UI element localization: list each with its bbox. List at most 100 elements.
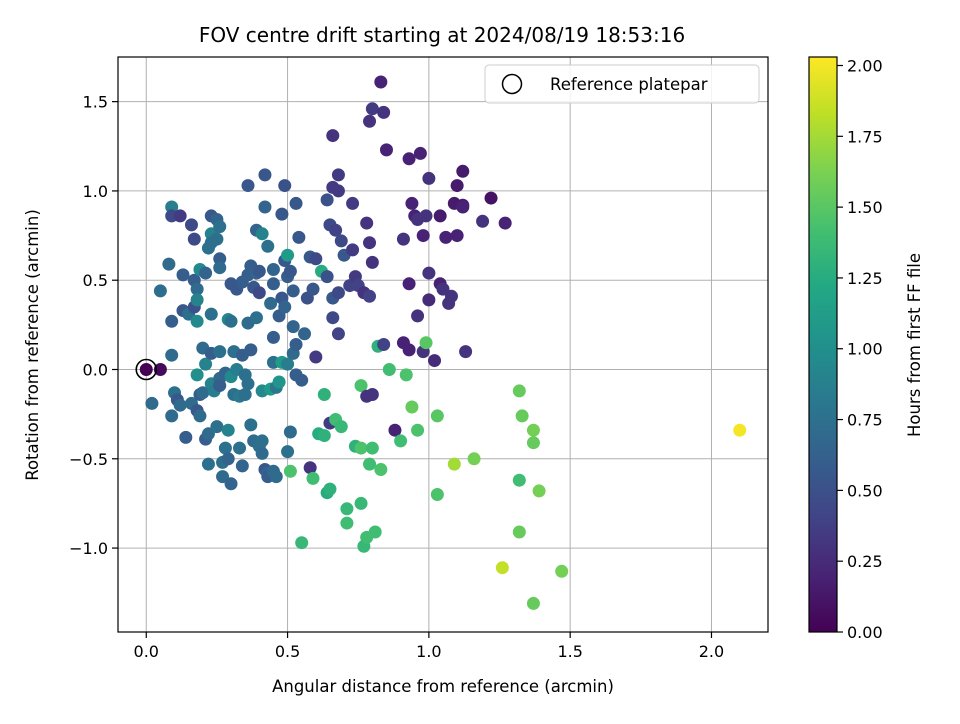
data-point [238, 388, 252, 401]
data-point [289, 196, 303, 210]
data-point [153, 284, 167, 298]
data-point [436, 282, 450, 296]
data-point [512, 473, 526, 487]
data-point [266, 263, 280, 276]
data-point [433, 209, 447, 223]
data-point [428, 354, 442, 368]
data-point [213, 261, 227, 275]
data-point [162, 257, 176, 271]
legend-reference-icon [501, 73, 523, 95]
data-point [201, 457, 215, 471]
data-point [346, 196, 360, 210]
data-point [459, 345, 473, 359]
colorbar: 0.00 0.25 0.50 0.75 1.00 1.25 1.50 1.75 2.00 Hou… [808, 56, 924, 642]
colorbar-tick-label: 0.75 [847, 411, 883, 430]
data-point [216, 470, 230, 484]
data-point [241, 377, 255, 391]
data-point [399, 368, 413, 382]
data-point [334, 234, 348, 248]
data-point [272, 375, 286, 389]
data-point [456, 164, 470, 178]
y-tick-label: −1.0 [69, 539, 108, 558]
data-point [405, 400, 419, 414]
data-point [374, 75, 388, 89]
data-point [411, 309, 425, 323]
data-points [139, 75, 747, 610]
legend-box [484, 64, 760, 104]
data-point [320, 270, 334, 284]
x-tick-label: 2.0 [699, 642, 724, 661]
data-point [199, 357, 213, 371]
data-point [411, 423, 425, 437]
data-point [210, 232, 224, 246]
data-point [526, 596, 540, 610]
data-point [281, 445, 295, 459]
data-point [165, 314, 179, 328]
data-point [512, 384, 526, 398]
data-point [402, 277, 416, 291]
data-point [456, 200, 470, 214]
data-point [261, 239, 275, 253]
data-point [244, 418, 258, 432]
data-point [365, 102, 379, 116]
data-point [275, 207, 289, 221]
data-point [422, 293, 436, 307]
reference-marker [135, 358, 158, 381]
data-point [379, 143, 393, 157]
data-point [165, 348, 179, 362]
data-point [173, 209, 187, 223]
chart-title: FOV centre drift starting at 2024/08/19 … [199, 23, 685, 47]
x-tick-label: 0.5 [275, 642, 300, 661]
data-point [165, 409, 179, 423]
data-point [526, 436, 540, 450]
data-point [422, 266, 436, 280]
colorbar-tick-label: 1.75 [847, 127, 883, 146]
data-point [476, 214, 490, 228]
colorbar-tick-label: 0.00 [847, 623, 883, 642]
colorbar-tick-label: 0.25 [847, 552, 883, 571]
data-point [331, 286, 345, 300]
colorbar-gradient [808, 56, 838, 633]
x-axis-ticks: 0.0 0.5 1.0 1.5 2.0 [134, 632, 724, 661]
data-point [419, 209, 433, 223]
data-point [213, 252, 227, 266]
data-point [394, 434, 408, 448]
data-point [210, 420, 224, 434]
data-point [317, 388, 331, 401]
data-point [416, 229, 430, 243]
data-point [204, 307, 218, 321]
data-point [258, 168, 272, 182]
data-point [190, 368, 204, 382]
data-point [187, 232, 201, 246]
data-point [323, 482, 337, 496]
data-point [354, 496, 368, 510]
x-tick-label: 0.0 [134, 642, 159, 661]
data-point [173, 398, 187, 412]
data-point [515, 409, 529, 423]
data-point [139, 363, 153, 376]
data-point [201, 427, 215, 441]
data-point [165, 200, 179, 214]
data-point [340, 502, 354, 516]
data-point [363, 457, 377, 471]
data-point [512, 525, 526, 539]
data-point [354, 379, 368, 393]
data-point [278, 179, 292, 193]
plot-background [118, 57, 768, 632]
data-point [249, 311, 263, 325]
data-point [331, 184, 345, 198]
data-point [193, 409, 207, 423]
data-point [179, 430, 193, 444]
data-point [281, 248, 295, 262]
data-point [377, 105, 391, 119]
data-point [326, 311, 340, 325]
x-tick-label: 1.5 [557, 642, 582, 661]
x-axis-label: Angular distance from reference (arcmin) [272, 677, 614, 696]
data-point [495, 561, 509, 575]
data-point [235, 459, 249, 473]
y-tick-label: 0.0 [83, 361, 108, 380]
data-point [190, 282, 204, 296]
data-point [213, 379, 227, 393]
data-point [733, 423, 747, 437]
